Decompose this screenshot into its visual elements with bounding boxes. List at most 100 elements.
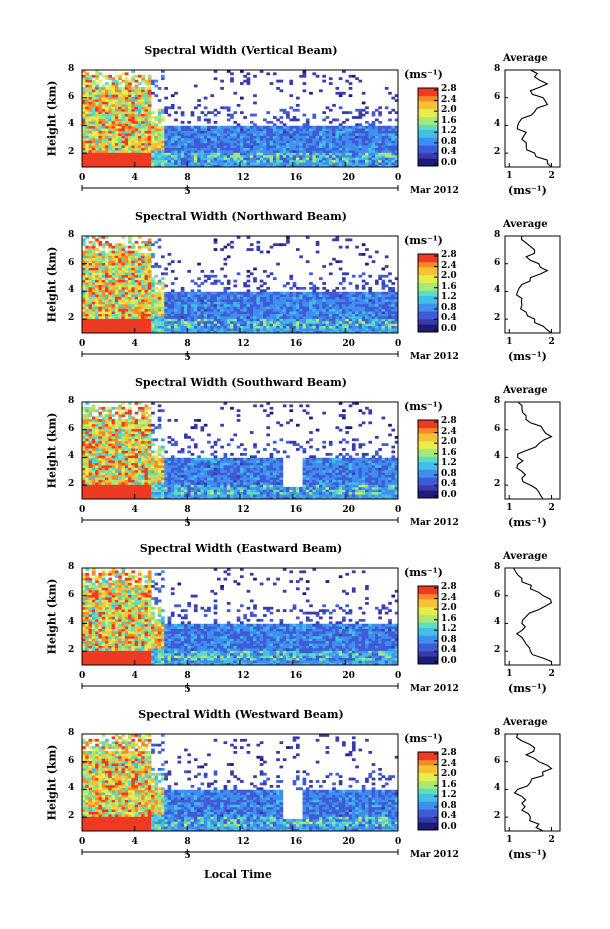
heatmap-cell — [351, 116, 356, 119]
heatmap-cell — [134, 318, 139, 322]
heatmap-cell — [95, 137, 99, 141]
heatmap-cell — [128, 257, 132, 261]
heatmap-cell — [361, 130, 366, 134]
heatmap-cell — [246, 318, 251, 322]
colorbar-cell — [418, 132, 438, 136]
heatmap-cell — [147, 133, 152, 136]
heatmap-cell — [98, 118, 103, 122]
heatmap-cell — [118, 128, 122, 132]
heatmap-cell — [263, 320, 267, 324]
heatmap-cell — [141, 299, 145, 302]
heatmap-cell — [236, 147, 241, 151]
heatmap-cell — [348, 299, 353, 302]
heatmap-cell — [322, 147, 326, 151]
heatmap-cell — [161, 128, 165, 132]
heatmap-cell — [82, 128, 86, 132]
heatmap-cell — [309, 135, 313, 139]
heatmap-cell — [263, 328, 267, 331]
heatmap-cell — [98, 426, 103, 430]
heatmap-cell — [365, 133, 369, 136]
heatmap-cell — [101, 162, 106, 165]
heatmap-cell — [85, 106, 89, 110]
heatmap-cell — [197, 164, 201, 168]
heatmap-cell — [98, 240, 103, 244]
heatmap-cell — [243, 296, 247, 300]
heatmap-cell — [154, 286, 159, 290]
heatmap-cell — [91, 474, 96, 478]
heatmap-cell — [82, 272, 86, 276]
heatmap-cell — [345, 320, 350, 324]
heatmap-cell — [154, 320, 159, 324]
heatmap-cell — [85, 445, 89, 449]
heatmap-cell — [213, 135, 218, 139]
heatmap-cell — [167, 318, 172, 322]
heatmap-cell — [322, 282, 326, 285]
heatmap-cell — [108, 428, 113, 432]
colorbar-cell — [418, 285, 438, 289]
heatmap-cell — [302, 308, 307, 312]
heatmap-cell — [177, 325, 182, 329]
heatmap-cell — [361, 147, 366, 151]
heatmap-cell — [157, 320, 162, 324]
heatmap-cell — [141, 308, 145, 312]
heatmap-cell — [118, 320, 122, 324]
heatmap-cell — [144, 94, 149, 98]
heatmap-cell — [391, 133, 396, 136]
heatmap-cell — [319, 140, 323, 144]
heatmap-cell — [342, 272, 346, 276]
heatmap-cell — [213, 147, 218, 151]
heatmap-cell — [266, 318, 271, 322]
heatmap-cell — [394, 311, 399, 314]
heatmap-cell — [108, 142, 113, 146]
heatmap-cell — [151, 145, 155, 148]
heatmap-cell — [328, 162, 333, 165]
heatmap-cell — [351, 306, 356, 310]
heatmap-cell — [325, 106, 330, 110]
heatmap-cell — [161, 303, 165, 307]
heatmap-cell — [118, 279, 122, 283]
heatmap-cell — [289, 303, 294, 307]
heatmap-cell — [91, 489, 96, 493]
heatmap-cell — [134, 74, 139, 78]
heatmap-cell — [269, 328, 274, 331]
heatmap-cell — [98, 479, 103, 483]
heatmap-cell — [121, 279, 126, 283]
heatmap-cell — [105, 118, 109, 122]
heatmap-cell — [233, 316, 238, 319]
heatmap-cell — [91, 257, 96, 261]
heatmap-cell — [91, 421, 96, 425]
heatmap-cell — [348, 150, 353, 153]
heatmap-cell — [177, 306, 182, 310]
heatmap-cell — [256, 301, 261, 305]
heatmap-cell — [193, 162, 198, 165]
heatmap-cell — [82, 445, 86, 449]
heatmap-cell — [371, 306, 376, 310]
heatmap-cell — [368, 137, 373, 141]
heatmap-cell — [249, 330, 254, 334]
heatmap-cell — [124, 154, 129, 158]
heatmap-cell — [161, 150, 165, 153]
heatmap-cell — [98, 279, 103, 283]
heatmap-cell — [82, 455, 86, 459]
heatmap-cell — [147, 128, 152, 132]
heatmap-cell — [263, 308, 267, 312]
heatmap-cell — [338, 320, 343, 324]
heatmap-cell — [131, 274, 136, 278]
heatmap-cell — [358, 325, 363, 329]
heatmap-cell — [325, 130, 330, 134]
heatmap-cell — [328, 154, 333, 158]
heatmap-cell — [85, 137, 89, 141]
heatmap-cell — [118, 318, 122, 322]
heatmap-cell — [345, 299, 350, 302]
heatmap-cell — [338, 150, 343, 153]
heatmap-cell — [134, 323, 139, 327]
heatmap-cell — [197, 313, 201, 317]
heatmap-cell — [246, 289, 251, 293]
heatmap-cell — [365, 106, 369, 110]
heatmap-cell — [282, 162, 287, 165]
heatmap-cell — [105, 74, 109, 78]
heatmap-cell — [98, 159, 103, 163]
heatmap-cell — [88, 118, 93, 122]
heatmap-cell — [328, 145, 333, 148]
heatmap-cell — [108, 474, 113, 478]
